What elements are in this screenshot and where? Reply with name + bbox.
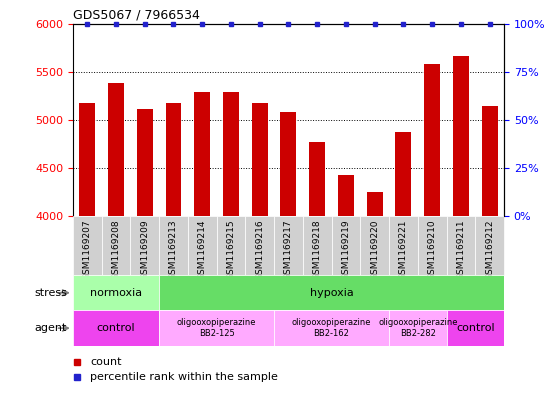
Text: GSM1169220: GSM1169220 (370, 219, 379, 279)
Text: oligooxopiperazine
BB2-282: oligooxopiperazine BB2-282 (378, 318, 458, 338)
FancyBboxPatch shape (274, 216, 303, 275)
FancyBboxPatch shape (475, 216, 504, 275)
Bar (367, 192, 382, 216)
Text: GSM1169218: GSM1169218 (312, 219, 321, 280)
Bar (395, 132, 411, 216)
Text: GSM1169213: GSM1169213 (169, 219, 178, 280)
Bar (108, 83, 124, 216)
Bar (194, 92, 210, 216)
Bar (453, 56, 469, 216)
Text: agent: agent (35, 323, 67, 333)
Bar (252, 103, 268, 216)
Text: GSM1169216: GSM1169216 (255, 219, 264, 280)
Text: hypoxia: hypoxia (310, 288, 353, 298)
FancyBboxPatch shape (360, 216, 389, 275)
FancyBboxPatch shape (245, 216, 274, 275)
Bar (223, 92, 239, 216)
Text: control: control (97, 323, 135, 333)
FancyBboxPatch shape (274, 310, 389, 346)
FancyBboxPatch shape (217, 216, 245, 275)
Bar (137, 109, 152, 216)
Bar (424, 64, 440, 216)
FancyBboxPatch shape (73, 275, 159, 310)
Text: GSM1169221: GSM1169221 (399, 219, 408, 279)
Bar (309, 142, 325, 216)
Text: GSM1169211: GSM1169211 (456, 219, 465, 280)
FancyBboxPatch shape (303, 216, 332, 275)
Text: normoxia: normoxia (90, 288, 142, 298)
Text: GSM1169214: GSM1169214 (198, 219, 207, 279)
FancyBboxPatch shape (389, 216, 418, 275)
Text: GSM1169212: GSM1169212 (485, 219, 494, 279)
Bar (482, 107, 497, 216)
Text: stress: stress (34, 288, 67, 298)
FancyBboxPatch shape (389, 310, 446, 346)
FancyBboxPatch shape (159, 310, 274, 346)
Text: GSM1169210: GSM1169210 (428, 219, 437, 280)
FancyBboxPatch shape (332, 216, 360, 275)
FancyBboxPatch shape (418, 216, 446, 275)
Text: GSM1169217: GSM1169217 (284, 219, 293, 280)
Text: oligooxopiperazine
BB2-125: oligooxopiperazine BB2-125 (177, 318, 256, 338)
FancyBboxPatch shape (101, 216, 130, 275)
Text: oligooxopiperazine
BB2-162: oligooxopiperazine BB2-162 (292, 318, 371, 338)
FancyBboxPatch shape (73, 310, 159, 346)
FancyBboxPatch shape (446, 310, 504, 346)
Bar (338, 175, 354, 216)
Text: count: count (90, 356, 122, 367)
Text: GSM1169208: GSM1169208 (111, 219, 120, 280)
Text: GSM1169219: GSM1169219 (342, 219, 351, 280)
Text: GSM1169207: GSM1169207 (83, 219, 92, 280)
Text: GSM1169215: GSM1169215 (226, 219, 235, 280)
FancyBboxPatch shape (159, 275, 504, 310)
FancyBboxPatch shape (446, 216, 475, 275)
FancyBboxPatch shape (159, 216, 188, 275)
Bar (166, 103, 181, 216)
Text: control: control (456, 323, 494, 333)
Text: percentile rank within the sample: percentile rank within the sample (90, 372, 278, 382)
FancyBboxPatch shape (130, 216, 159, 275)
FancyBboxPatch shape (188, 216, 217, 275)
Text: GDS5067 / 7966534: GDS5067 / 7966534 (73, 8, 200, 21)
Text: GSM1169209: GSM1169209 (140, 219, 149, 280)
Bar (80, 103, 95, 216)
Bar (281, 112, 296, 216)
FancyBboxPatch shape (73, 216, 101, 275)
